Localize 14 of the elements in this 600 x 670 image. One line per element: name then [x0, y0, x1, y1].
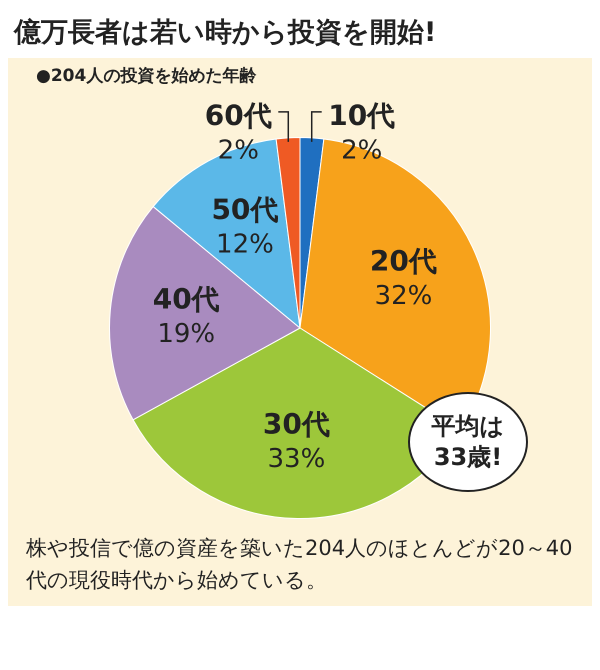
text: 平均は33歳!	[408, 392, 528, 492]
text: 株や投信で億の資産を築いた204人のほとんどが20～40代の現役時代から始めている。	[25, 535, 574, 594]
slice-label: 10代	[328, 99, 396, 132]
chart-subtitle: ●204人の投資を始めた年齢	[35, 65, 258, 87]
slice-label: 50代	[211, 193, 278, 226]
data-label: 33%	[268, 444, 326, 474]
slice-label: 40代	[152, 282, 220, 316]
data-label: 12%	[216, 230, 274, 260]
slice-label: 20代	[370, 244, 437, 278]
data-label: 32%	[374, 281, 432, 312]
slice-label: 60代	[204, 99, 272, 132]
data-label: 19%	[157, 318, 216, 349]
chart-title: 億万長者は若い時から投資を開始!	[12, 16, 438, 50]
slice-label: 30代	[262, 408, 330, 441]
